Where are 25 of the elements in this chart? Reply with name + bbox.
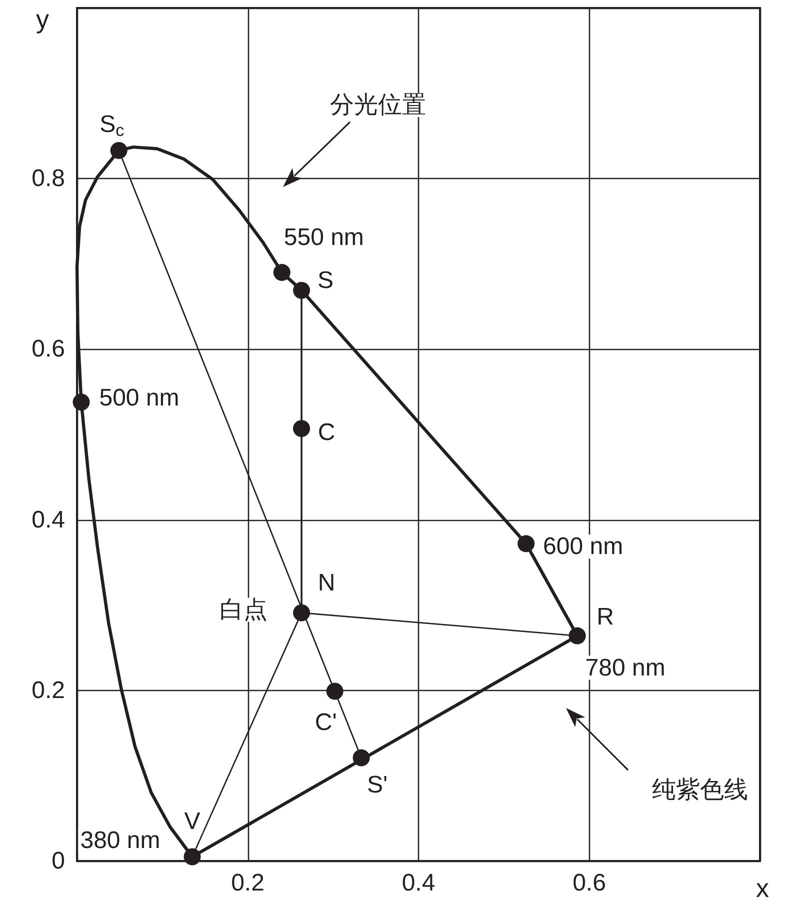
x-tick-label: 0.4	[402, 870, 436, 896]
annotation: N	[318, 569, 336, 596]
y-tick-label: 0.2	[32, 676, 65, 704]
annotation: 550 nm	[284, 224, 364, 251]
annotation: C'	[314, 708, 337, 736]
x-tick-label: 0.6	[572, 870, 606, 896]
y-tick-label: 0	[52, 848, 65, 874]
y-tick-label: 0.8	[32, 165, 65, 192]
annotation: V	[184, 808, 200, 836]
annotation: 780 nm	[585, 654, 666, 682]
annotation: R	[596, 603, 614, 630]
annotation: 分光位置	[330, 92, 426, 118]
annotation: 500 nm	[99, 384, 180, 412]
annotation: C	[318, 419, 336, 446]
y-tick-label: 0.4	[32, 506, 65, 534]
annotation: S'	[367, 771, 388, 798]
y-axis-title: y	[36, 4, 49, 34]
x-axis-title: x	[756, 873, 769, 903]
annotation: 白点	[220, 596, 268, 624]
y-tick-label: 0.6	[32, 336, 65, 363]
annotation: 380 nm	[80, 827, 160, 854]
annotation: 600 nm	[543, 533, 624, 560]
annotation: S	[318, 266, 334, 294]
x-tick-label: 0.2	[231, 870, 264, 896]
annotation: 纯紫色线	[652, 776, 748, 804]
